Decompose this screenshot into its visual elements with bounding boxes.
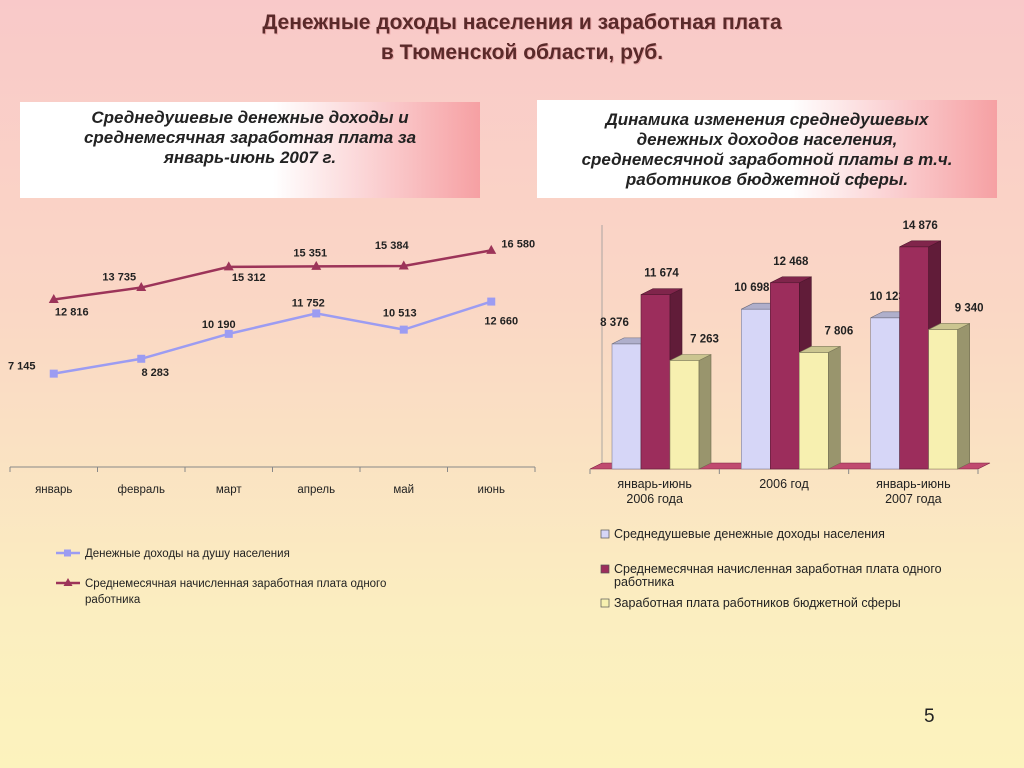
bar-data-label: 10 123	[870, 291, 905, 303]
line-point	[311, 260, 322, 270]
legend-income-marker	[64, 549, 71, 557]
slide-title-line2: в Тюменской области, руб.	[380, 41, 664, 64]
bar-data-label: 12 468	[773, 256, 809, 268]
line-legend-salary-line1: Среднемесячная начисленная заработная пл…	[85, 578, 387, 590]
bar-category-label: январь-июнь	[876, 477, 951, 491]
legend-swatch-salary	[600, 564, 610, 574]
line-category-label: март	[216, 484, 242, 496]
line-point	[137, 354, 146, 363]
left-caption-line1: Среднедушевые денежные доходы и	[91, 108, 409, 127]
line-category-label: июнь	[478, 484, 505, 496]
left-chart-caption: Среднедушевые денежные доходы и среднеме…	[20, 102, 480, 198]
line-category-label: май	[393, 484, 414, 496]
right-caption-line1: Динамика изменения среднедушевых	[605, 110, 929, 129]
line-series-1	[53, 249, 492, 301]
line-data-label: 16 580	[501, 238, 535, 250]
bar-top	[899, 240, 941, 248]
bar-legend-salary-line2: работника	[614, 575, 675, 589]
line-category-label: апрель	[297, 484, 335, 496]
line-category-label: февраль	[118, 484, 165, 496]
line-data-label: 11 752	[292, 297, 325, 309]
bar-top	[770, 276, 812, 284]
right-caption-line3: среднемесячной заработной платы в т.ч.	[581, 150, 953, 169]
bar	[669, 360, 700, 470]
line-data-label: 10 513	[383, 308, 417, 320]
bar-data-label: 7 263	[690, 334, 719, 346]
line-data-label: 15 384	[375, 240, 410, 252]
bar-category-label: 2006 года	[626, 492, 683, 506]
bar-category-label: 2007 года	[885, 492, 942, 506]
page-number: 5	[924, 706, 935, 727]
bar-legend-salary-line1: Среднемесячная начисленная заработная пл…	[614, 562, 942, 576]
legend-swatch-budget	[600, 598, 610, 608]
bar-legend-budget: Заработная плата работников бюджетной сф…	[614, 596, 901, 610]
bar	[611, 343, 642, 470]
line-data-label: 10 190	[202, 319, 236, 331]
line-point	[224, 329, 233, 338]
bar-data-label: 14 876	[903, 220, 938, 232]
left-caption-line3: январь-июнь 2007 г.	[163, 148, 337, 167]
bar-data-label: 8 376	[600, 317, 629, 329]
line-data-label: 12 816	[55, 307, 89, 319]
right-caption-line4: работников бюджетной сферы.	[625, 170, 909, 189]
line-data-label: 15 351	[293, 247, 327, 259]
bar-category-label: январь-июнь	[617, 477, 692, 491]
line-point	[312, 309, 321, 318]
line-data-label: 7 145	[8, 361, 36, 373]
legend-swatch-income	[600, 529, 610, 539]
bar	[928, 329, 958, 470]
line-point	[398, 260, 409, 270]
slide-title: Денежные доходы населения и заработная п…	[0, 8, 1024, 68]
line-data-label: 13 735	[102, 272, 136, 284]
line-point	[486, 244, 497, 254]
line-point	[487, 297, 496, 306]
bar	[640, 294, 671, 470]
line-point	[48, 294, 59, 304]
line-point	[223, 261, 234, 271]
bar-top	[640, 288, 683, 295]
slide-title-line1: Денежные доходы населения и заработная п…	[262, 11, 782, 34]
legend-salary-marker	[63, 578, 73, 586]
bar	[899, 246, 929, 470]
line-series-0	[53, 300, 492, 375]
line-point	[136, 282, 147, 292]
bar	[741, 308, 771, 470]
line-point	[49, 369, 58, 378]
bar-category-label: 2006 год	[759, 477, 809, 491]
bar	[870, 317, 900, 470]
right-chart-caption: Динамика изменения среднедушевых денежны…	[537, 100, 997, 198]
bar-data-label: 9 340	[955, 302, 984, 314]
bar-top	[669, 354, 712, 361]
bar	[799, 352, 829, 470]
line-category-label: январь	[35, 484, 72, 496]
bar-data-label: 7 806	[824, 325, 853, 337]
bar-data-label: 11 674	[644, 268, 679, 280]
bar	[770, 282, 800, 470]
bar-legend-income: Среднедушевые денежные доходы населения	[614, 527, 885, 541]
right-caption-line2: денежных доходов населения,	[636, 130, 898, 149]
line-data-label: 12 660	[484, 316, 518, 328]
line-point	[399, 325, 408, 334]
bar-top	[799, 346, 841, 353]
line-data-label: 15 312	[232, 272, 266, 284]
line-data-label: 8 283	[141, 367, 169, 379]
bar-data-label: 10 698	[734, 282, 770, 294]
line-legend-salary-line2: работника	[85, 594, 141, 606]
line-legend-income: Денежные доходы на душу населения	[85, 548, 290, 560]
left-caption-line2: среднемесячная заработная плата за	[83, 128, 417, 147]
bar-top	[928, 323, 970, 330]
